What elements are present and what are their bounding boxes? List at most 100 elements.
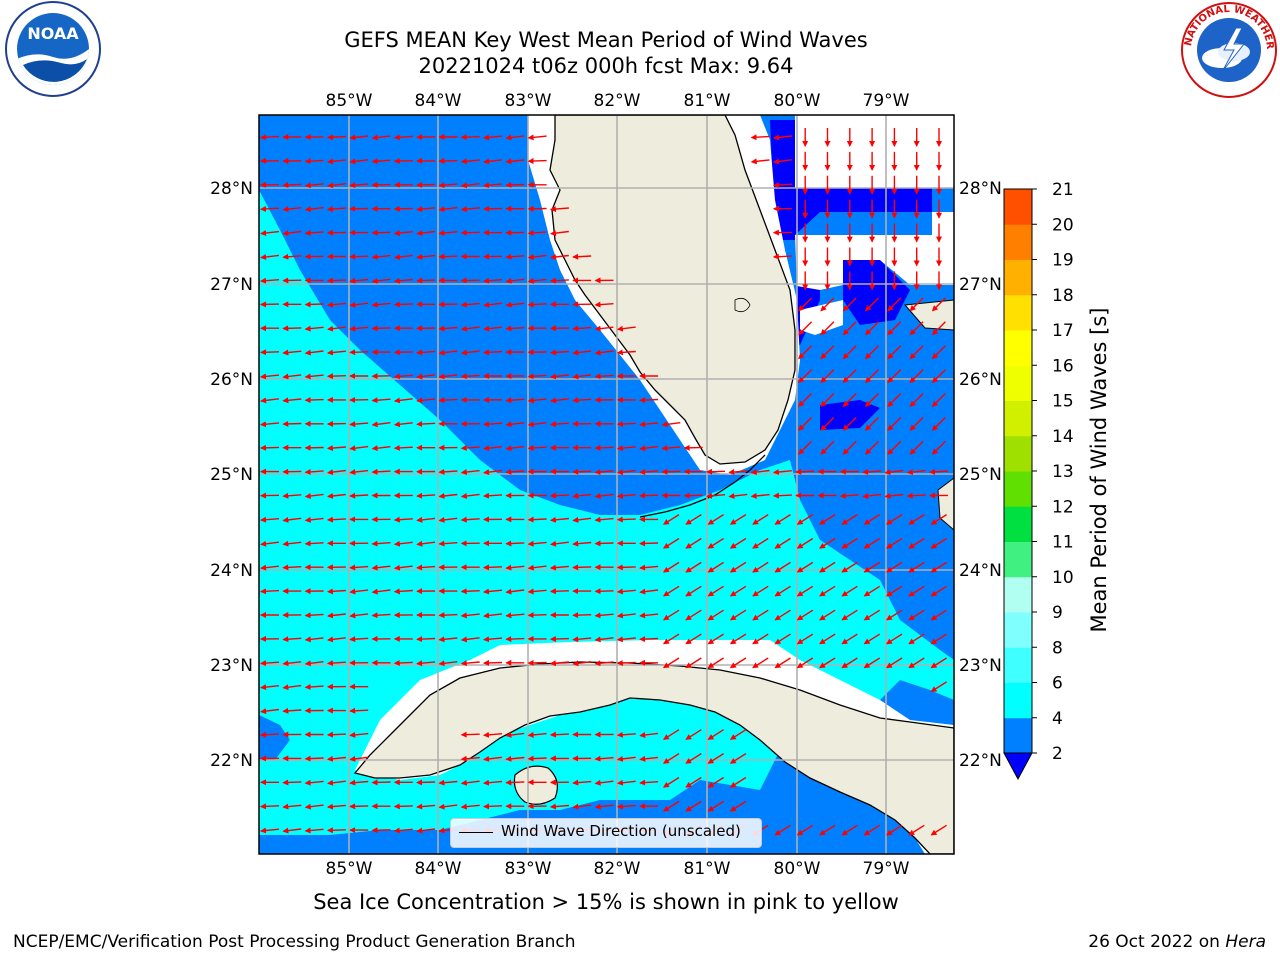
- wind-wave-arrow: [550, 230, 569, 237]
- wind-wave-arrow: [772, 182, 792, 189]
- wind-wave-arrow: [527, 373, 547, 380]
- wind-wave-arrow: [887, 416, 902, 431]
- wind-wave-arrow: [572, 373, 592, 380]
- wind-wave-arrow: [483, 445, 502, 452]
- wind-wave-arrow: [282, 636, 302, 643]
- wind-wave-arrow: [304, 397, 324, 404]
- wind-wave-arrow: [841, 585, 858, 597]
- wind-wave-arrow: [820, 440, 835, 455]
- wind-wave-arrow: [438, 612, 458, 619]
- colorbar-segment: [1004, 365, 1032, 401]
- sea-ice-caption: Sea Ice Concentration > 15% is shown in …: [313, 890, 899, 914]
- wind-wave-arrow: [416, 373, 436, 380]
- wind-wave-arrow: [616, 349, 636, 356]
- wind-wave-arrow: [662, 753, 680, 764]
- wind-wave-arrow: [371, 445, 391, 452]
- wind-wave-arrow: [549, 492, 569, 499]
- wind-wave-arrow: [327, 182, 346, 189]
- wind-wave-arrow: [729, 657, 747, 669]
- wind-wave-arrow: [527, 612, 547, 619]
- wind-wave-arrow: [260, 540, 279, 547]
- wind-wave-arrow: [594, 325, 614, 332]
- wind-wave-arrow: [460, 229, 480, 236]
- colorbar-segment: [1004, 506, 1032, 542]
- wind-wave-arrow: [594, 493, 614, 499]
- colorbar-tick-label: 13: [1052, 462, 1074, 482]
- wind-wave-arrow: [572, 397, 592, 404]
- wind-wave-arrow: [549, 421, 569, 428]
- wind-wave-arrow: [549, 206, 569, 213]
- wind-wave-arrow: [616, 492, 636, 499]
- wind-wave-arrow: [662, 729, 680, 740]
- wind-wave-arrow: [752, 585, 769, 597]
- wind-wave-arrow: [416, 397, 436, 404]
- wind-wave-arrow: [729, 776, 747, 788]
- wind-wave-arrow: [594, 444, 614, 451]
- wind-wave-arrow: [393, 516, 413, 523]
- wind-wave-arrow: [550, 397, 569, 404]
- wind-wave-arrow: [505, 325, 525, 332]
- wind-wave-arrow: [282, 516, 302, 523]
- legend-line-swatch: [459, 832, 493, 833]
- footer-producer: NCEP/EMC/Verification Post Processing Pr…: [13, 932, 576, 952]
- wind-wave-arrow: [260, 134, 280, 141]
- wind-wave-arrow: [527, 229, 547, 236]
- wind-wave-arrow: [594, 588, 614, 595]
- wind-wave-arrow: [371, 229, 391, 236]
- wind-wave-arrow: [505, 755, 525, 762]
- map-frame: [258, 114, 955, 855]
- colorbar-tick-label: 11: [1052, 533, 1074, 553]
- wind-wave-arrow: [393, 277, 413, 284]
- wind-wave-arrow: [662, 561, 680, 573]
- wind-wave-arrow: [549, 516, 569, 523]
- wind-wave-arrow: [908, 824, 925, 836]
- wind-wave-arrow: [707, 585, 724, 597]
- wind-wave-arrow: [572, 492, 592, 499]
- wind-wave-arrow: [841, 633, 858, 645]
- lat-label: 28°N: [959, 179, 1002, 199]
- atlantic-deep-patch: [795, 188, 932, 235]
- wind-wave-arrow: [483, 182, 503, 189]
- wind-wave-arrow: [841, 537, 858, 549]
- wind-wave-arrow: [460, 182, 480, 189]
- wind-wave-arrow: [393, 564, 413, 571]
- wind-wave-arrow: [930, 514, 947, 525]
- wind-wave-arrow: [304, 516, 324, 523]
- colorbar-segment: [1004, 330, 1032, 366]
- wind-wave-arrow: [438, 660, 458, 667]
- wind-wave-arrow: [483, 492, 503, 499]
- wind-wave-arrow: [906, 492, 926, 499]
- wind-wave-arrow: [371, 277, 391, 284]
- wind-wave-arrow: [616, 564, 636, 571]
- wind-wave-arrow: [819, 561, 836, 573]
- wind-wave-arrow: [728, 493, 748, 499]
- wind-wave-arrow: [863, 585, 881, 597]
- wind-wave-arrow: [661, 468, 681, 475]
- wind-wave-arrow: [662, 537, 680, 549]
- wind-wave-arrow: [483, 325, 502, 332]
- wind-wave-arrow: [527, 158, 547, 165]
- wind-wave-arrow: [729, 537, 747, 549]
- wind-wave-arrow: [460, 779, 480, 786]
- colorbar-tick-label: 9: [1052, 603, 1063, 623]
- wind-wave-arrow: [906, 469, 926, 476]
- lake-okeechobee: [734, 297, 751, 313]
- lat-label: 25°N: [959, 465, 1002, 485]
- wind-wave-arrow: [326, 349, 346, 356]
- wind-wave-arrow: [661, 445, 681, 452]
- wind-wave-arrow: [683, 492, 703, 499]
- wind-wave-arrow: [438, 492, 458, 499]
- lon-label: 83°W: [505, 91, 552, 111]
- wind-wave-arrow: [483, 803, 503, 810]
- wind-wave-arrow: [909, 393, 924, 408]
- wind-wave-arrow: [707, 537, 724, 549]
- colorbar-segment: [1004, 541, 1032, 578]
- wind-wave-arrow: [930, 585, 947, 597]
- wind-wave-arrow: [909, 416, 924, 431]
- wind-wave-arrow: [527, 444, 547, 451]
- wind-wave-arrow: [393, 373, 413, 380]
- wind-wave-arrow: [798, 345, 813, 360]
- lon-label: 79°W: [863, 91, 910, 111]
- wind-wave-arrow: [887, 440, 902, 455]
- wind-wave-arrow: [527, 731, 547, 738]
